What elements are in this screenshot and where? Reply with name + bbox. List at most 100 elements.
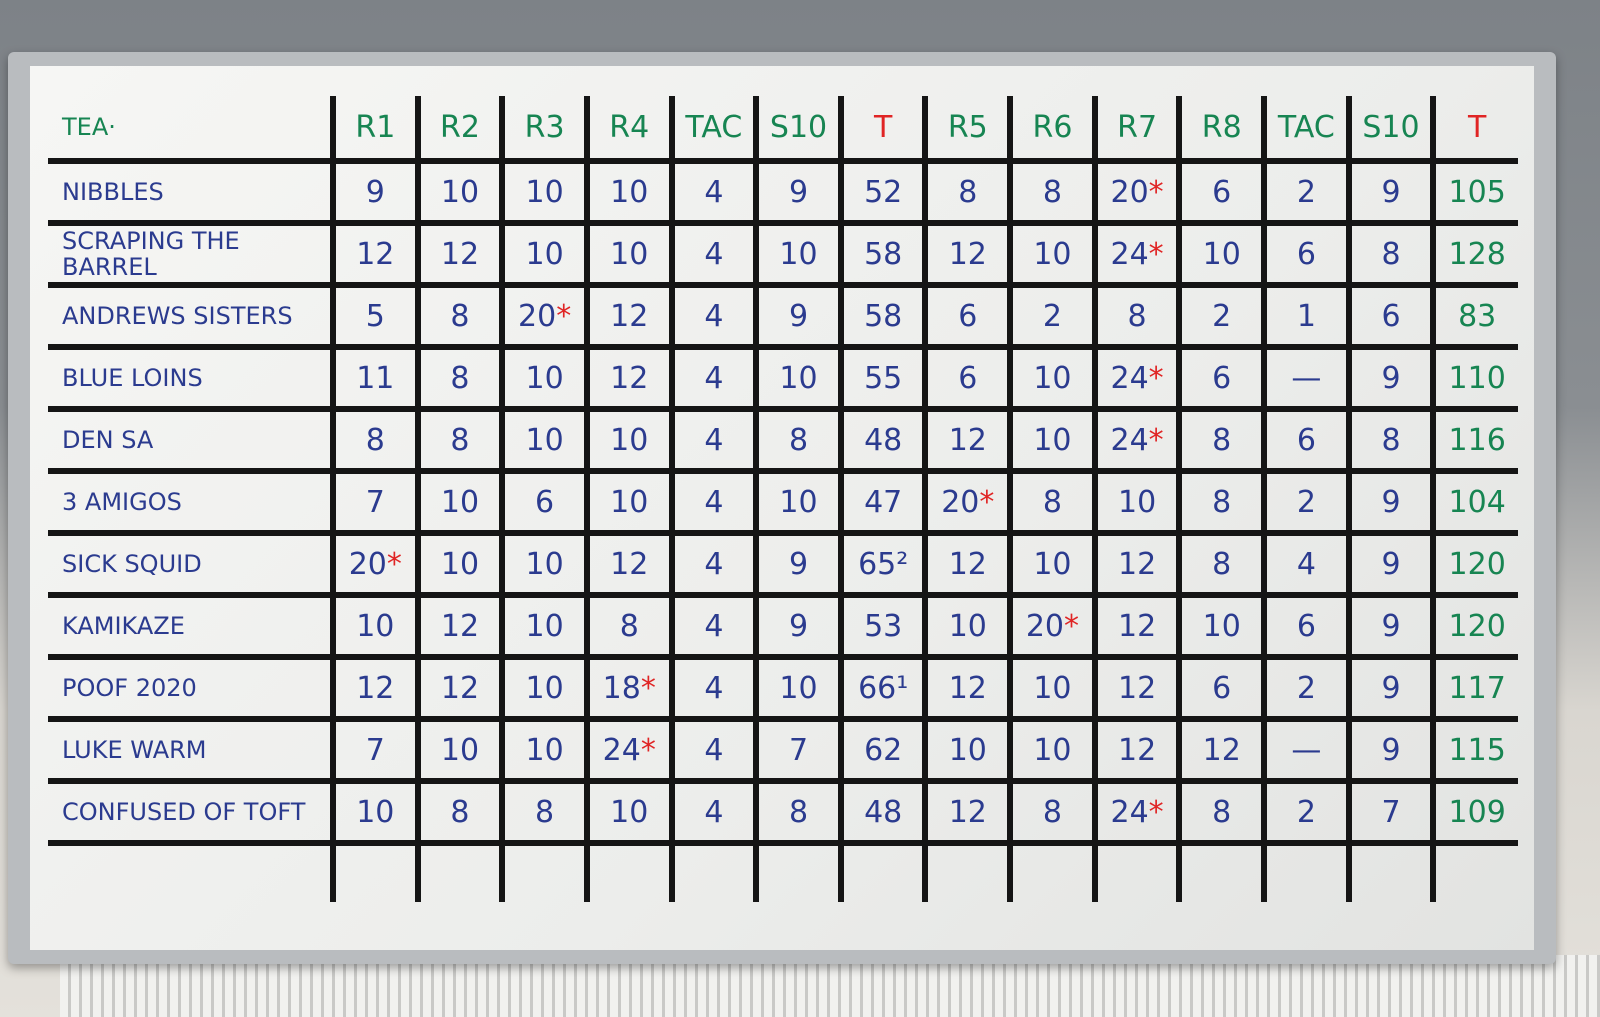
empty-cell	[48, 840, 336, 902]
score-cell: 2	[1007, 282, 1098, 350]
score-cell: —	[1261, 716, 1352, 784]
score-cell: 12	[330, 220, 421, 288]
score-cell: 83	[1430, 282, 1518, 350]
team-header: TEA·	[48, 96, 336, 164]
score-cell: 10	[583, 220, 675, 288]
score-cell: 12	[414, 654, 506, 722]
score-cell: 9	[1345, 158, 1437, 226]
score-cell: 10	[414, 468, 506, 536]
score-cell: 9	[1345, 716, 1437, 784]
round-header: TAC	[1261, 96, 1352, 164]
bonus-star: *	[386, 546, 402, 582]
score-cell: 8	[753, 778, 844, 846]
score-cell: 66¹	[837, 654, 929, 722]
empty-row	[48, 840, 1518, 902]
score-cell: 65²	[837, 530, 929, 598]
score-cell: 6	[499, 468, 590, 536]
score-cell: 20*	[1007, 592, 1098, 660]
score-cell: 10	[499, 654, 590, 722]
score-cell: 7	[753, 716, 844, 784]
score-cell: 8	[414, 406, 506, 474]
round-header: R1	[330, 96, 421, 164]
score-cell: 6	[1176, 344, 1268, 412]
score-cell: 62	[837, 716, 929, 784]
score-cell: 9	[1345, 654, 1437, 722]
score-cell: 1	[1261, 282, 1352, 350]
score-cell: 6	[1176, 158, 1268, 226]
whiteboard-frame: TEA· R1 R2 R3 R4 TAC S10 T R5 R6 R7 R8 TAC S10 T NIBBLE…	[8, 52, 1556, 964]
bonus-star: *	[1148, 236, 1164, 272]
score-cell: 12	[414, 220, 506, 288]
score-cell: 104	[1430, 468, 1518, 536]
score-cell: 12	[1176, 716, 1268, 784]
round-header: R8	[1176, 96, 1268, 164]
score-cell: 20*	[499, 282, 590, 350]
score-cell: 6	[1176, 654, 1268, 722]
score-cell: 12	[922, 654, 1014, 722]
bonus-star: *	[979, 484, 995, 520]
score-cell: 6	[1345, 282, 1437, 350]
score-cell: 8	[414, 282, 506, 350]
score-cell: 6	[922, 282, 1014, 350]
score-cell: 2	[1261, 778, 1352, 846]
score-cell: 10	[583, 406, 675, 474]
score-cell: 12	[583, 282, 675, 350]
score-cell: 10	[1091, 468, 1183, 536]
score-cell: 20*	[330, 530, 421, 598]
score-cell: 4	[668, 530, 760, 598]
score-cell: 116	[1430, 406, 1518, 474]
score-cell: 8	[1176, 530, 1268, 598]
radiator	[60, 955, 1600, 1017]
score-cell: 8	[1176, 406, 1268, 474]
score-cell: 8	[1176, 468, 1268, 536]
score-cell: 6	[1261, 406, 1352, 474]
score-cell: 12	[583, 344, 675, 412]
score-cell: 9	[753, 282, 844, 350]
score-cell: 10	[1176, 220, 1268, 288]
score-cell: 10	[499, 158, 590, 226]
score-cell: 12	[922, 406, 1014, 474]
round-header: R7	[1091, 96, 1183, 164]
whiteboard: TEA· R1 R2 R3 R4 TAC S10 T R5 R6 R7 R8 TAC S10 T NIBBLE…	[30, 66, 1534, 950]
empty-cell	[330, 840, 421, 902]
score-cell: 8	[414, 778, 506, 846]
score-cell: 8	[583, 592, 675, 660]
score-cell: 10	[1007, 530, 1098, 598]
empty-cell	[583, 840, 675, 902]
score-cell: 4	[1261, 530, 1352, 598]
score-cell: 8	[414, 344, 506, 412]
empty-cell	[668, 840, 760, 902]
score-cell: 8	[330, 406, 421, 474]
score-cell: 53	[837, 592, 929, 660]
score-cell: 6	[922, 344, 1014, 412]
score-cell: 12	[583, 530, 675, 598]
team-row: SICK SQUID 20* 10 10 12 4 9 65² 12 10 12 8 4 9 120	[48, 530, 1518, 598]
empty-cell	[1091, 840, 1183, 902]
score-cell: 10	[1007, 654, 1098, 722]
score-cell: 9	[1345, 592, 1437, 660]
score-cell: 128	[1430, 220, 1518, 288]
score-cell: 2	[1176, 282, 1268, 350]
score-cell: 110	[1430, 344, 1518, 412]
round-header: TAC	[668, 96, 760, 164]
round-header: T	[837, 96, 929, 164]
score-cell: 8	[1345, 220, 1437, 288]
empty-cell	[414, 840, 506, 902]
score-cell: 10	[499, 220, 590, 288]
empty-cell	[1176, 840, 1268, 902]
score-cell: 10	[1176, 592, 1268, 660]
score-cell: 8	[499, 778, 590, 846]
score-cell: 117	[1430, 654, 1518, 722]
score-cell: 24*	[1091, 220, 1183, 288]
score-cell: 2	[1261, 158, 1352, 226]
score-cell: 2	[1261, 654, 1352, 722]
team-name: BLUE LOINS	[48, 344, 336, 412]
score-cell: 4	[668, 406, 760, 474]
round-header: T	[1430, 96, 1518, 164]
score-cell: 12	[414, 592, 506, 660]
score-cell: 4	[668, 716, 760, 784]
team-row: CONFUSED OF TOFT 10 8 8 10 4 8 48 12 8 24* 8 2 7 109	[48, 778, 1518, 846]
score-cell: 11	[330, 344, 421, 412]
score-cell: 10	[753, 468, 844, 536]
